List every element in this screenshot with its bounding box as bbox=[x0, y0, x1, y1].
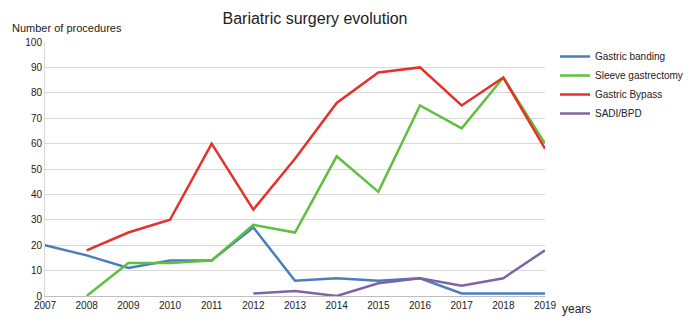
svg-text:30: 30 bbox=[31, 214, 43, 225]
svg-text:2009: 2009 bbox=[117, 300, 140, 311]
svg-text:2016: 2016 bbox=[409, 300, 432, 311]
svg-text:0: 0 bbox=[36, 291, 42, 302]
svg-text:years: years bbox=[562, 302, 591, 316]
svg-text:SADI/BPD: SADI/BPD bbox=[595, 108, 642, 119]
svg-text:2018: 2018 bbox=[492, 300, 515, 311]
svg-text:Gastric banding: Gastric banding bbox=[595, 51, 665, 62]
svg-text:2010: 2010 bbox=[159, 300, 182, 311]
svg-text:Number of procedures: Number of procedures bbox=[12, 22, 122, 34]
svg-text:80: 80 bbox=[31, 87, 43, 98]
svg-text:20: 20 bbox=[31, 240, 43, 251]
svg-text:2007: 2007 bbox=[34, 300, 57, 311]
svg-text:40: 40 bbox=[31, 189, 43, 200]
svg-text:2019: 2019 bbox=[534, 300, 557, 311]
svg-text:2008: 2008 bbox=[76, 300, 99, 311]
svg-text:60: 60 bbox=[31, 138, 43, 149]
svg-text:50: 50 bbox=[31, 164, 43, 175]
svg-text:10: 10 bbox=[31, 265, 43, 276]
svg-text:2011: 2011 bbox=[201, 300, 223, 311]
svg-text:90: 90 bbox=[31, 62, 43, 73]
svg-text:70: 70 bbox=[31, 113, 43, 124]
svg-text:2015: 2015 bbox=[367, 300, 390, 311]
svg-text:100: 100 bbox=[25, 37, 42, 48]
svg-text:Bariatric surgery evolution: Bariatric surgery evolution bbox=[223, 10, 408, 27]
svg-text:Gastric Bypass: Gastric Bypass bbox=[595, 89, 662, 100]
svg-text:Sleeve gastrectomy: Sleeve gastrectomy bbox=[595, 70, 683, 81]
svg-text:2014: 2014 bbox=[326, 300, 349, 311]
svg-text:2012: 2012 bbox=[242, 300, 265, 311]
svg-text:2013: 2013 bbox=[284, 300, 307, 311]
svg-text:2017: 2017 bbox=[451, 300, 474, 311]
